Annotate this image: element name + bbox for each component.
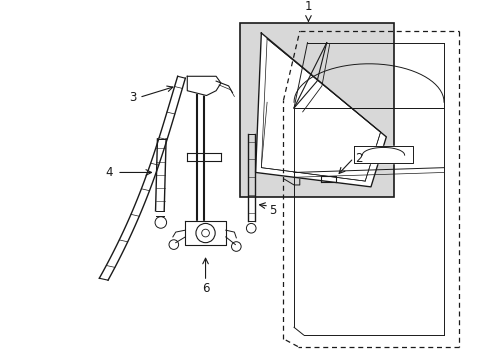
Text: 3: 3 xyxy=(128,91,136,104)
Bar xyxy=(240,23,393,197)
Polygon shape xyxy=(255,33,386,187)
Text: 5: 5 xyxy=(268,204,276,217)
Polygon shape xyxy=(185,221,225,244)
Polygon shape xyxy=(187,76,221,95)
Text: 4: 4 xyxy=(105,166,113,179)
Text: 2: 2 xyxy=(355,152,362,165)
Text: 1: 1 xyxy=(304,0,311,13)
Polygon shape xyxy=(353,147,412,163)
Text: 6: 6 xyxy=(202,282,209,295)
